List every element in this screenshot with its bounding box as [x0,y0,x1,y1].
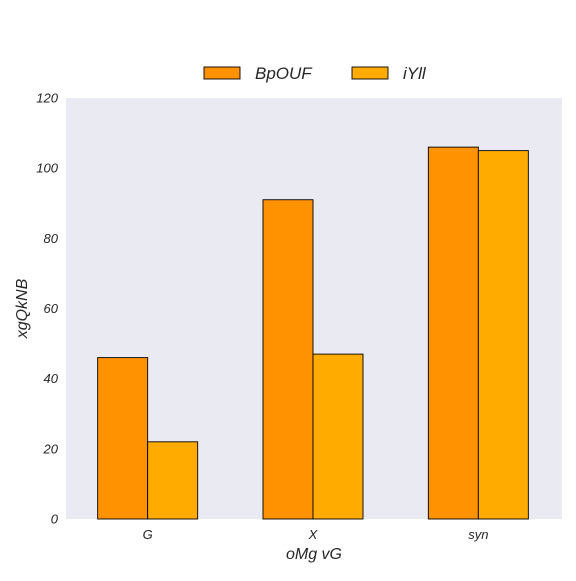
x-tick-label: X [308,527,319,542]
y-tick-label: 0 [51,512,59,527]
y-tick-label: 80 [44,231,59,246]
y-axis-label: xgQkNB [14,278,31,339]
y-tick-label: 20 [43,441,59,456]
bar-BpOUF-G [97,357,149,520]
legend-swatch-BpOUF [203,66,241,80]
x-tick-label: G [143,527,153,542]
bar-iYll-X [312,353,364,520]
bars [97,146,529,520]
y-tick-label: 60 [44,301,59,316]
y-tick-label: 40 [44,371,59,386]
bar-iYll-G [147,441,199,520]
bar-BpOUF-syn [427,146,479,520]
y-tick-label: 100 [36,161,58,176]
legend-swatch-iYll [351,66,389,80]
y-axis-ticks: 0 20 40 60 80 100 120 [36,91,58,527]
legend: BpOUF iYll [203,64,427,83]
bar-iYll-syn [477,150,529,520]
legend-label-iYll: iYll [403,64,427,83]
y-tick-label: 120 [36,91,58,106]
bar-BpOUF-X [262,199,314,520]
legend-label-BpOUF: BpOUF [255,64,313,83]
x-axis-label: oMg vG [286,546,342,563]
x-tick-label: syn [468,527,488,542]
